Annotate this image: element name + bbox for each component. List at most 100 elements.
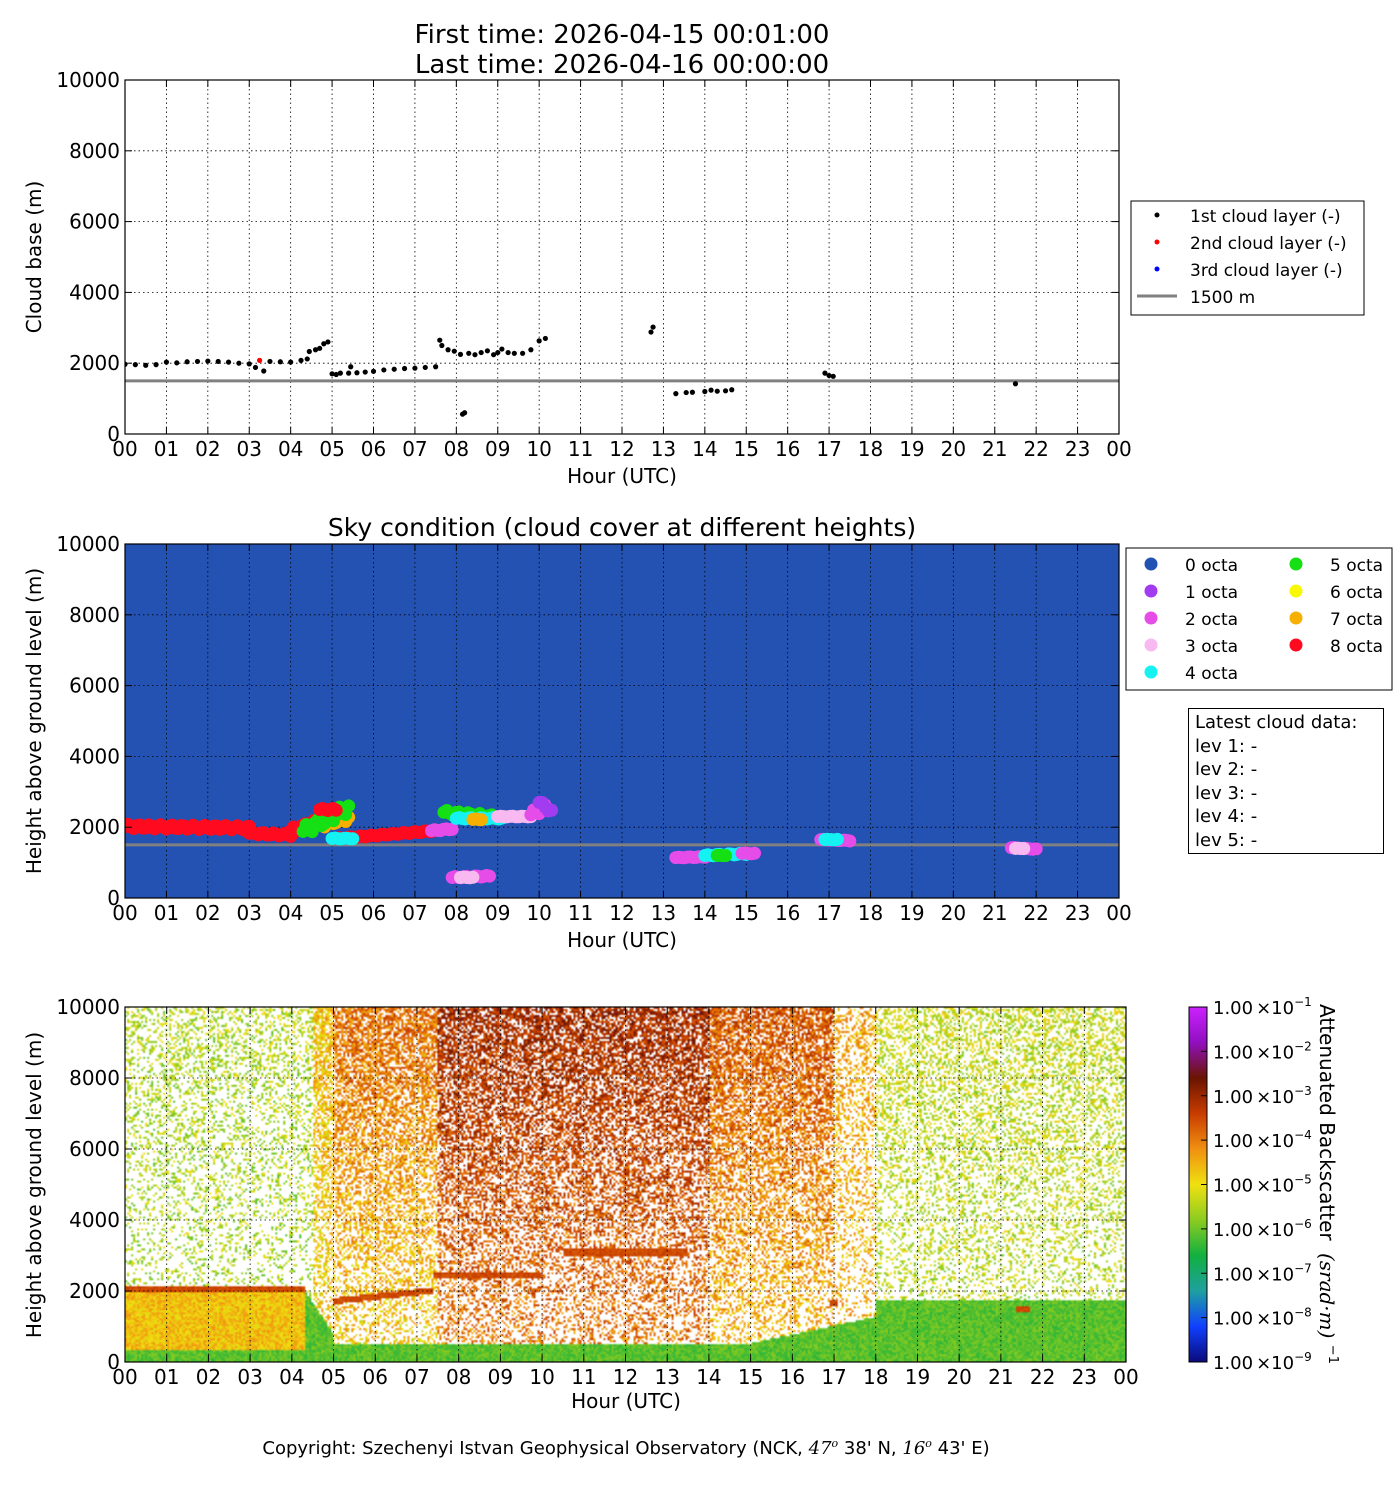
x-tick-label: 08 [446,1365,471,1389]
x-tick-label: 07 [402,901,427,925]
backscatter-ylabel: Height above ground level (m) [22,1032,46,1338]
backscatter-y-ticks: 0 2000 4000 6000 8000 10000 [56,995,1126,1374]
cloud-base-point [153,362,159,368]
colorbar-tick-label: 1.00 ×10−6 [1213,1217,1312,1241]
cloud-base-point [184,359,190,365]
x-tick-label: 02 [196,1365,221,1389]
colorbar-tick-label: 1.00 ×10−1 [1213,995,1312,1019]
octa-legend-label: 1 octa [1185,583,1238,603]
x-tick-label: 12 [609,901,634,925]
latest-cloud-level-1: lev 1: - [1195,735,1258,757]
cloud-base-point [325,339,331,345]
cloud-base-point [401,365,408,372]
y-tick-label: 4000 [69,744,120,768]
x-tick-label: 17 [821,1365,846,1389]
x-tick-label: 01 [154,901,179,925]
x-tick-label: 02 [195,901,220,925]
octa-legend-marker [1144,557,1158,571]
sky-condition-x-ticks: 00 01 02 03 04 05 06 07 08 09 10 11 12 13 14 15 16 17 18 19… [112,544,1132,925]
colorbar-tick-label: 1.00 ×10−2 [1213,1039,1312,1063]
x-tick-label: 05 [321,1365,346,1389]
backscatter-grid [125,1007,1126,1362]
sky-condition-y-ticks: 0 2000 4000 6000 8000 10000 [56,532,1119,910]
cloud-base-point [528,347,534,353]
x-tick-label: 07 [402,437,427,461]
cloud-base-point [714,388,720,394]
latest-cloud-title: Latest cloud data: [1195,712,1358,733]
cloud-base-point [462,410,468,416]
x-tick-label: 00 [1113,1365,1138,1389]
sky-condition-title: Sky condition (cloud cover at different … [328,513,916,542]
octa-marker [719,849,733,863]
y-tick-label: 2000 [69,815,120,839]
x-tick-label: 06 [363,1365,388,1389]
sky-condition-markers [125,795,1043,885]
y-tick-label: 0 [107,886,120,910]
cloud-base-point [491,352,497,358]
cloud-base-point [439,342,445,349]
cloud-base-point [542,335,548,342]
x-tick-label: 20 [941,901,966,925]
octa-marker [482,869,496,883]
x-tick-label: 10 [526,437,551,461]
colorbar-tick-label: 1.00 ×10−3 [1213,1084,1312,1108]
cloud-base-point [236,360,242,366]
x-tick-label: 05 [319,437,344,461]
octa-legend-marker [1144,638,1158,652]
cloud-base-ylabel: Cloud base (m) [22,181,46,334]
cloud-base-point [329,371,335,377]
x-tick-label: 14 [696,1365,721,1389]
y-tick-label: 8000 [69,139,120,163]
latest-cloud-level-5: lev 5: - [1195,829,1258,851]
cloud-base-point [143,362,149,368]
octa-legend-marker [1144,665,1158,679]
cloud-base-point [451,348,457,354]
x-tick-label: 16 [775,437,800,461]
x-tick-label: 09 [485,437,510,461]
x-tick-label: 23 [1065,437,1090,461]
y-tick-label: 4000 [69,1208,120,1232]
x-tick-label: 21 [988,1365,1013,1389]
colorbar-unit-exponent: −1 [1325,1345,1340,1364]
cloud-base-point [536,338,542,344]
x-tick-label: 08 [444,437,469,461]
longitude-degrees: 16 [902,1438,926,1459]
cloud-base-point [257,357,263,363]
cloud-base-point [312,347,319,353]
cloud-base-point [648,329,654,335]
y-tick-label: 4000 [69,280,120,304]
x-tick-label: 17 [816,437,841,461]
latest-cloud-level-3: lev 3: - [1195,782,1258,804]
x-tick-label: 23 [1065,901,1090,925]
cloud-base-point [174,360,180,366]
cloud-base-points [125,324,1019,417]
cloud-base-point [348,364,354,370]
y-tick-label: 2000 [69,1279,120,1303]
y-tick-label: 8000 [69,1066,120,1090]
octa-legend-label: 0 octa [1185,556,1238,576]
octa-legend-label: 8 octa [1330,637,1383,657]
cloud-base-point [505,349,511,356]
x-tick-label: 07 [404,1365,429,1389]
cloud-base-point [306,348,312,355]
octa-legend-label: 2 octa [1185,610,1238,630]
cloud-base-point [650,324,656,330]
cloud-base-point [163,359,170,365]
x-tick-label: 04 [278,437,303,461]
cloud-base-point [252,364,259,371]
x-tick-label: 11 [571,1365,596,1389]
x-tick-label: 10 [529,1365,554,1389]
latitude-degrees: 47 [808,1438,832,1459]
cloud-base-point [277,359,283,365]
cloud-base-point [337,370,343,376]
cloud-base-point [267,358,273,365]
colorbar-label: Attenuated Backscatter (srad·m) −1 [1315,1004,1340,1364]
legend-2nd-layer-label: 2nd cloud layer (-) [1190,234,1347,254]
octa-marker [545,803,559,817]
x-tick-label: 21 [982,437,1007,461]
longitude-degree-symbol: o [925,1437,932,1450]
cloud-base-point [457,351,464,357]
x-tick-label: 05 [319,901,344,925]
cloud-base-point [520,350,526,356]
